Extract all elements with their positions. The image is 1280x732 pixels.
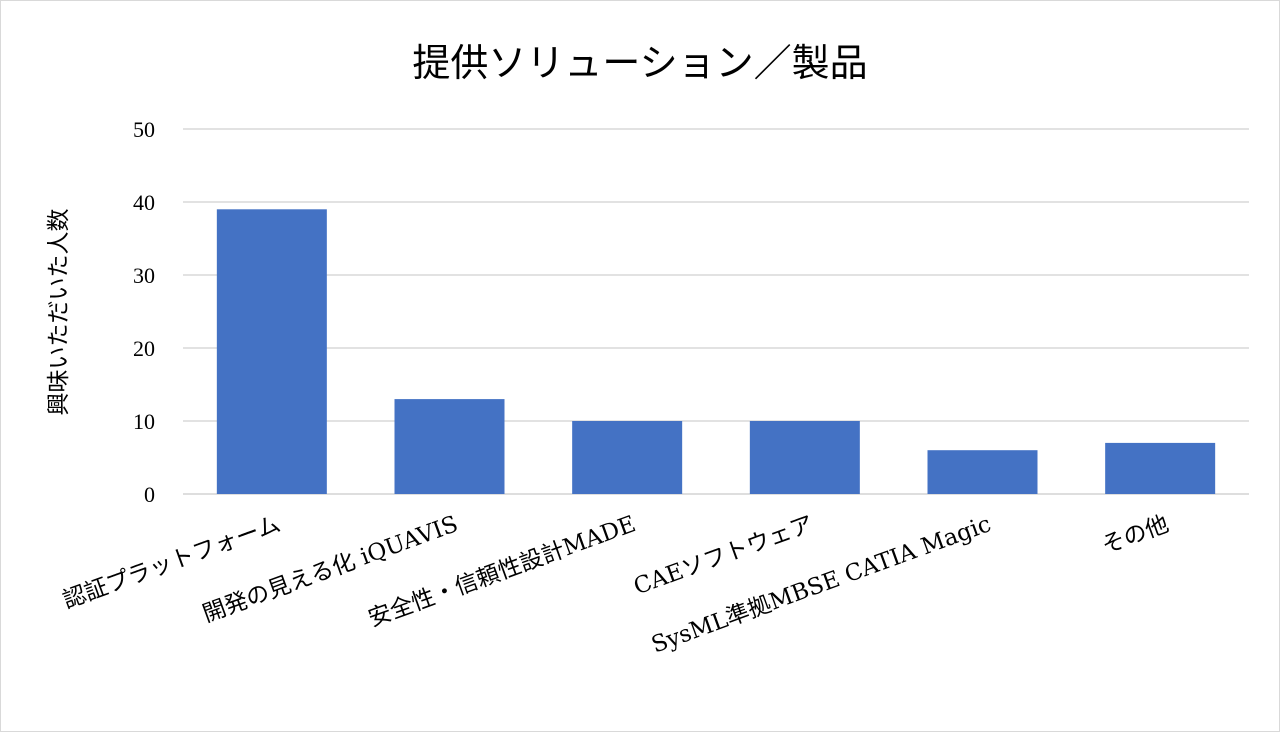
gridlines [183,128,1249,495]
bar [1105,442,1216,494]
bar [216,209,327,495]
chart-title: 提供ソリューション／製品 [412,41,868,85]
category-label: SysML準拠MBSE CATIA Magic [648,511,994,658]
bar [572,421,683,494]
category-label: その他 [1098,511,1172,559]
y-tick-label: 20 [133,336,155,361]
bar [749,421,860,494]
y-tick-label: 40 [133,190,155,215]
y-tick-label: 10 [133,409,155,434]
y-tick-label: 50 [133,117,155,142]
bars [216,209,1216,495]
bar [394,399,505,494]
bar [927,450,1038,494]
y-axis-label: 興味いただいた人数 [46,209,72,416]
y-tick-label: 0 [144,482,155,507]
y-tick-labels: 0 10 20 30 40 50 [133,117,155,507]
y-tick-label: 30 [133,263,155,288]
